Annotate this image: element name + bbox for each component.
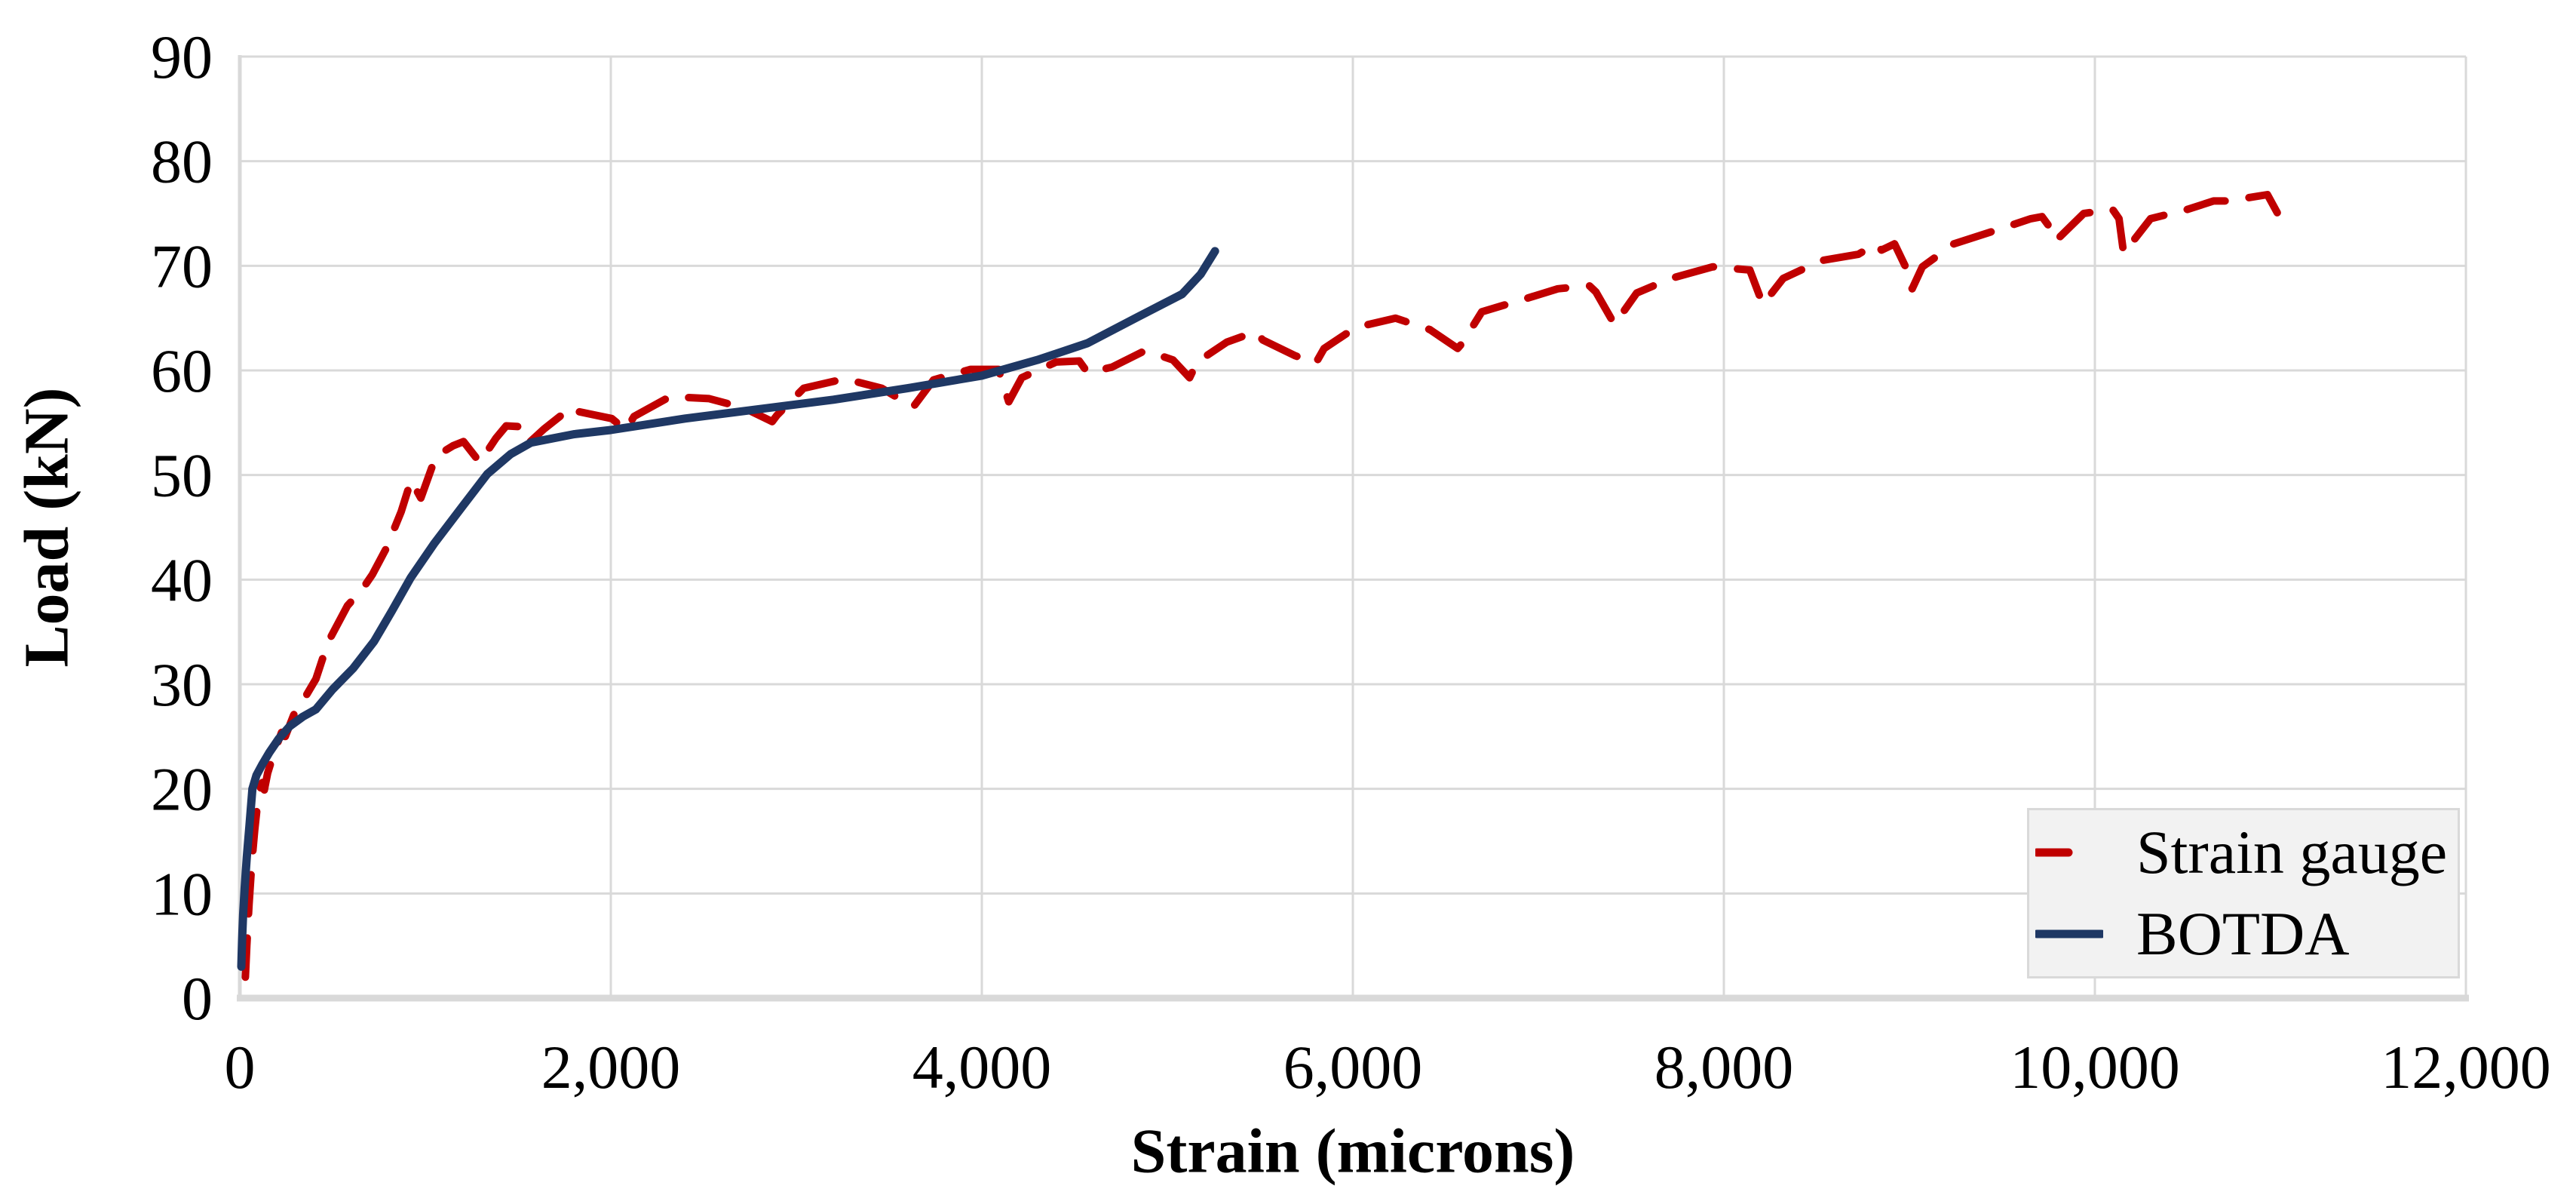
x-tick-label: 0 [225,1033,256,1101]
legend-label-strain-gauge: Strain gauge [2136,818,2448,886]
y-tick-label: 50 [151,441,213,510]
x-tick-label: 10,000 [2010,1033,2180,1101]
y-tick-label: 20 [151,755,213,824]
y-tick-label: 80 [151,127,213,196]
series-botda-line [237,247,1219,971]
legend-label-botda: BOTDA [2136,899,2350,968]
x-tick-label: 4,000 [912,1033,1052,1101]
legend-marker-botda [2035,929,2103,938]
y-tick-label: 40 [151,545,213,614]
y-tick-label: 10 [151,859,213,928]
y-tick-label: 0 [182,964,213,1033]
x-axis-title: Strain (microns) [1130,1116,1575,1187]
legend-item-botda: BOTDA [2035,893,2458,975]
x-tick-label: 12,000 [2381,1033,2551,1101]
y-tick-label: 30 [151,650,213,719]
x-tick-label: 8,000 [1654,1033,1794,1101]
y-tick-label: 90 [151,23,213,91]
x-tick-label: 6,000 [1283,1033,1423,1101]
series-strain-gauge-line [241,191,2289,981]
y-axis-title: Load (kN) [11,387,82,668]
legend-item-strain-gauge: Strain gauge [2035,812,2458,893]
x-tick-label: 2,000 [541,1033,681,1101]
y-tick-label: 60 [151,336,213,405]
legend-marker-strain-gauge [2035,848,2103,857]
y-tick-label: 70 [151,232,213,300]
legend: Strain gauge BOTDA [2027,808,2460,978]
